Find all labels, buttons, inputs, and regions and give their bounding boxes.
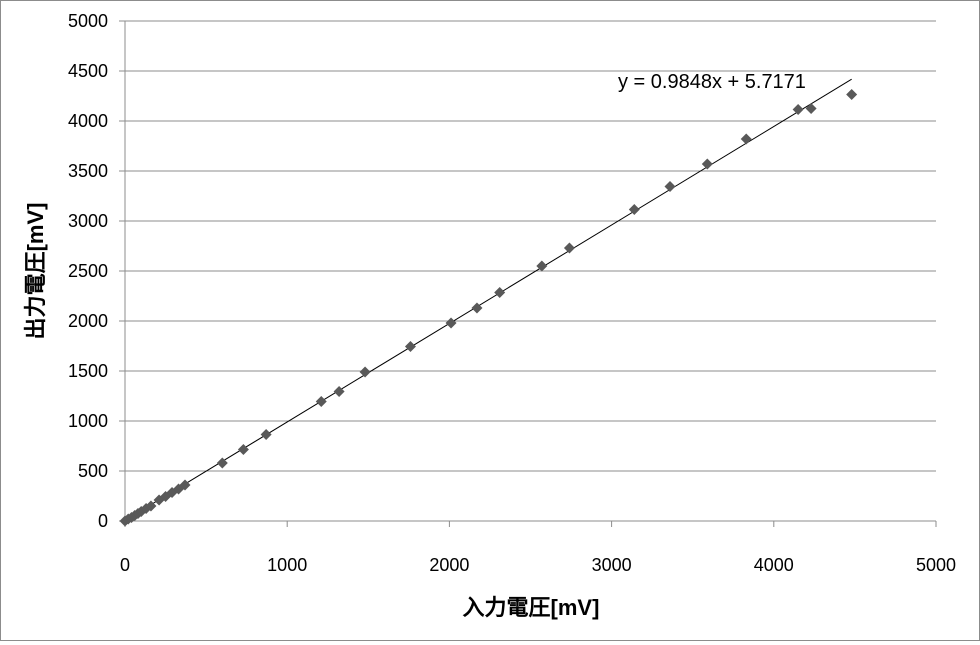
data-point [494,287,506,298]
data-point [792,104,804,115]
y-tick-label: 0 [98,511,108,531]
data-point [701,158,713,170]
y-tick-label: 4500 [68,61,108,81]
data-point [404,341,416,352]
data-point [445,317,457,329]
y-tick-label: 1500 [68,361,108,381]
data-point [563,242,575,254]
data-point [805,103,817,114]
data-point [315,396,327,407]
x-tick-label: 1000 [267,555,307,575]
data-point [216,457,228,469]
y-tick-label: 4000 [68,111,108,131]
y-tick-label: 3000 [68,211,108,231]
trendline-equation: y = 0.9848x + 5.7171 [618,71,806,93]
data-point [359,366,371,378]
x-tick-label: 3000 [592,555,632,575]
x-tick-label: 0 [120,555,130,575]
x-tick-label: 2000 [429,555,469,575]
tick-labels: 0 500 1000 1500 2000 2500 3000 3500 4000 4500 5000… [68,11,956,575]
data-point [333,386,345,397]
data-point [740,133,752,145]
data-point [471,302,483,314]
y-tick-label: 500 [78,461,108,481]
y-tick-label: 3500 [68,161,108,181]
trendline [124,78,852,521]
axes [119,20,937,527]
y-tick-label: 1000 [68,411,108,431]
x-tick-label: 4000 [754,555,794,575]
trendline-line [124,78,852,521]
data-point [260,429,272,440]
data-points [119,89,858,527]
x-axis-title: 入力電圧[mV] [463,595,600,620]
y-tick-label: 2000 [68,311,108,331]
gridlines [125,20,936,472]
data-point [664,181,676,192]
y-tick-label: 5000 [68,11,108,31]
data-point [628,204,640,215]
data-point [145,500,157,512]
data-point [237,444,249,455]
y-axis-title: 出力電圧[mV] [23,203,48,340]
data-point [536,260,548,272]
y-tick-label: 2500 [68,261,108,281]
data-point [179,479,191,491]
x-tick-label: 5000 [916,555,956,575]
data-point [846,89,858,100]
